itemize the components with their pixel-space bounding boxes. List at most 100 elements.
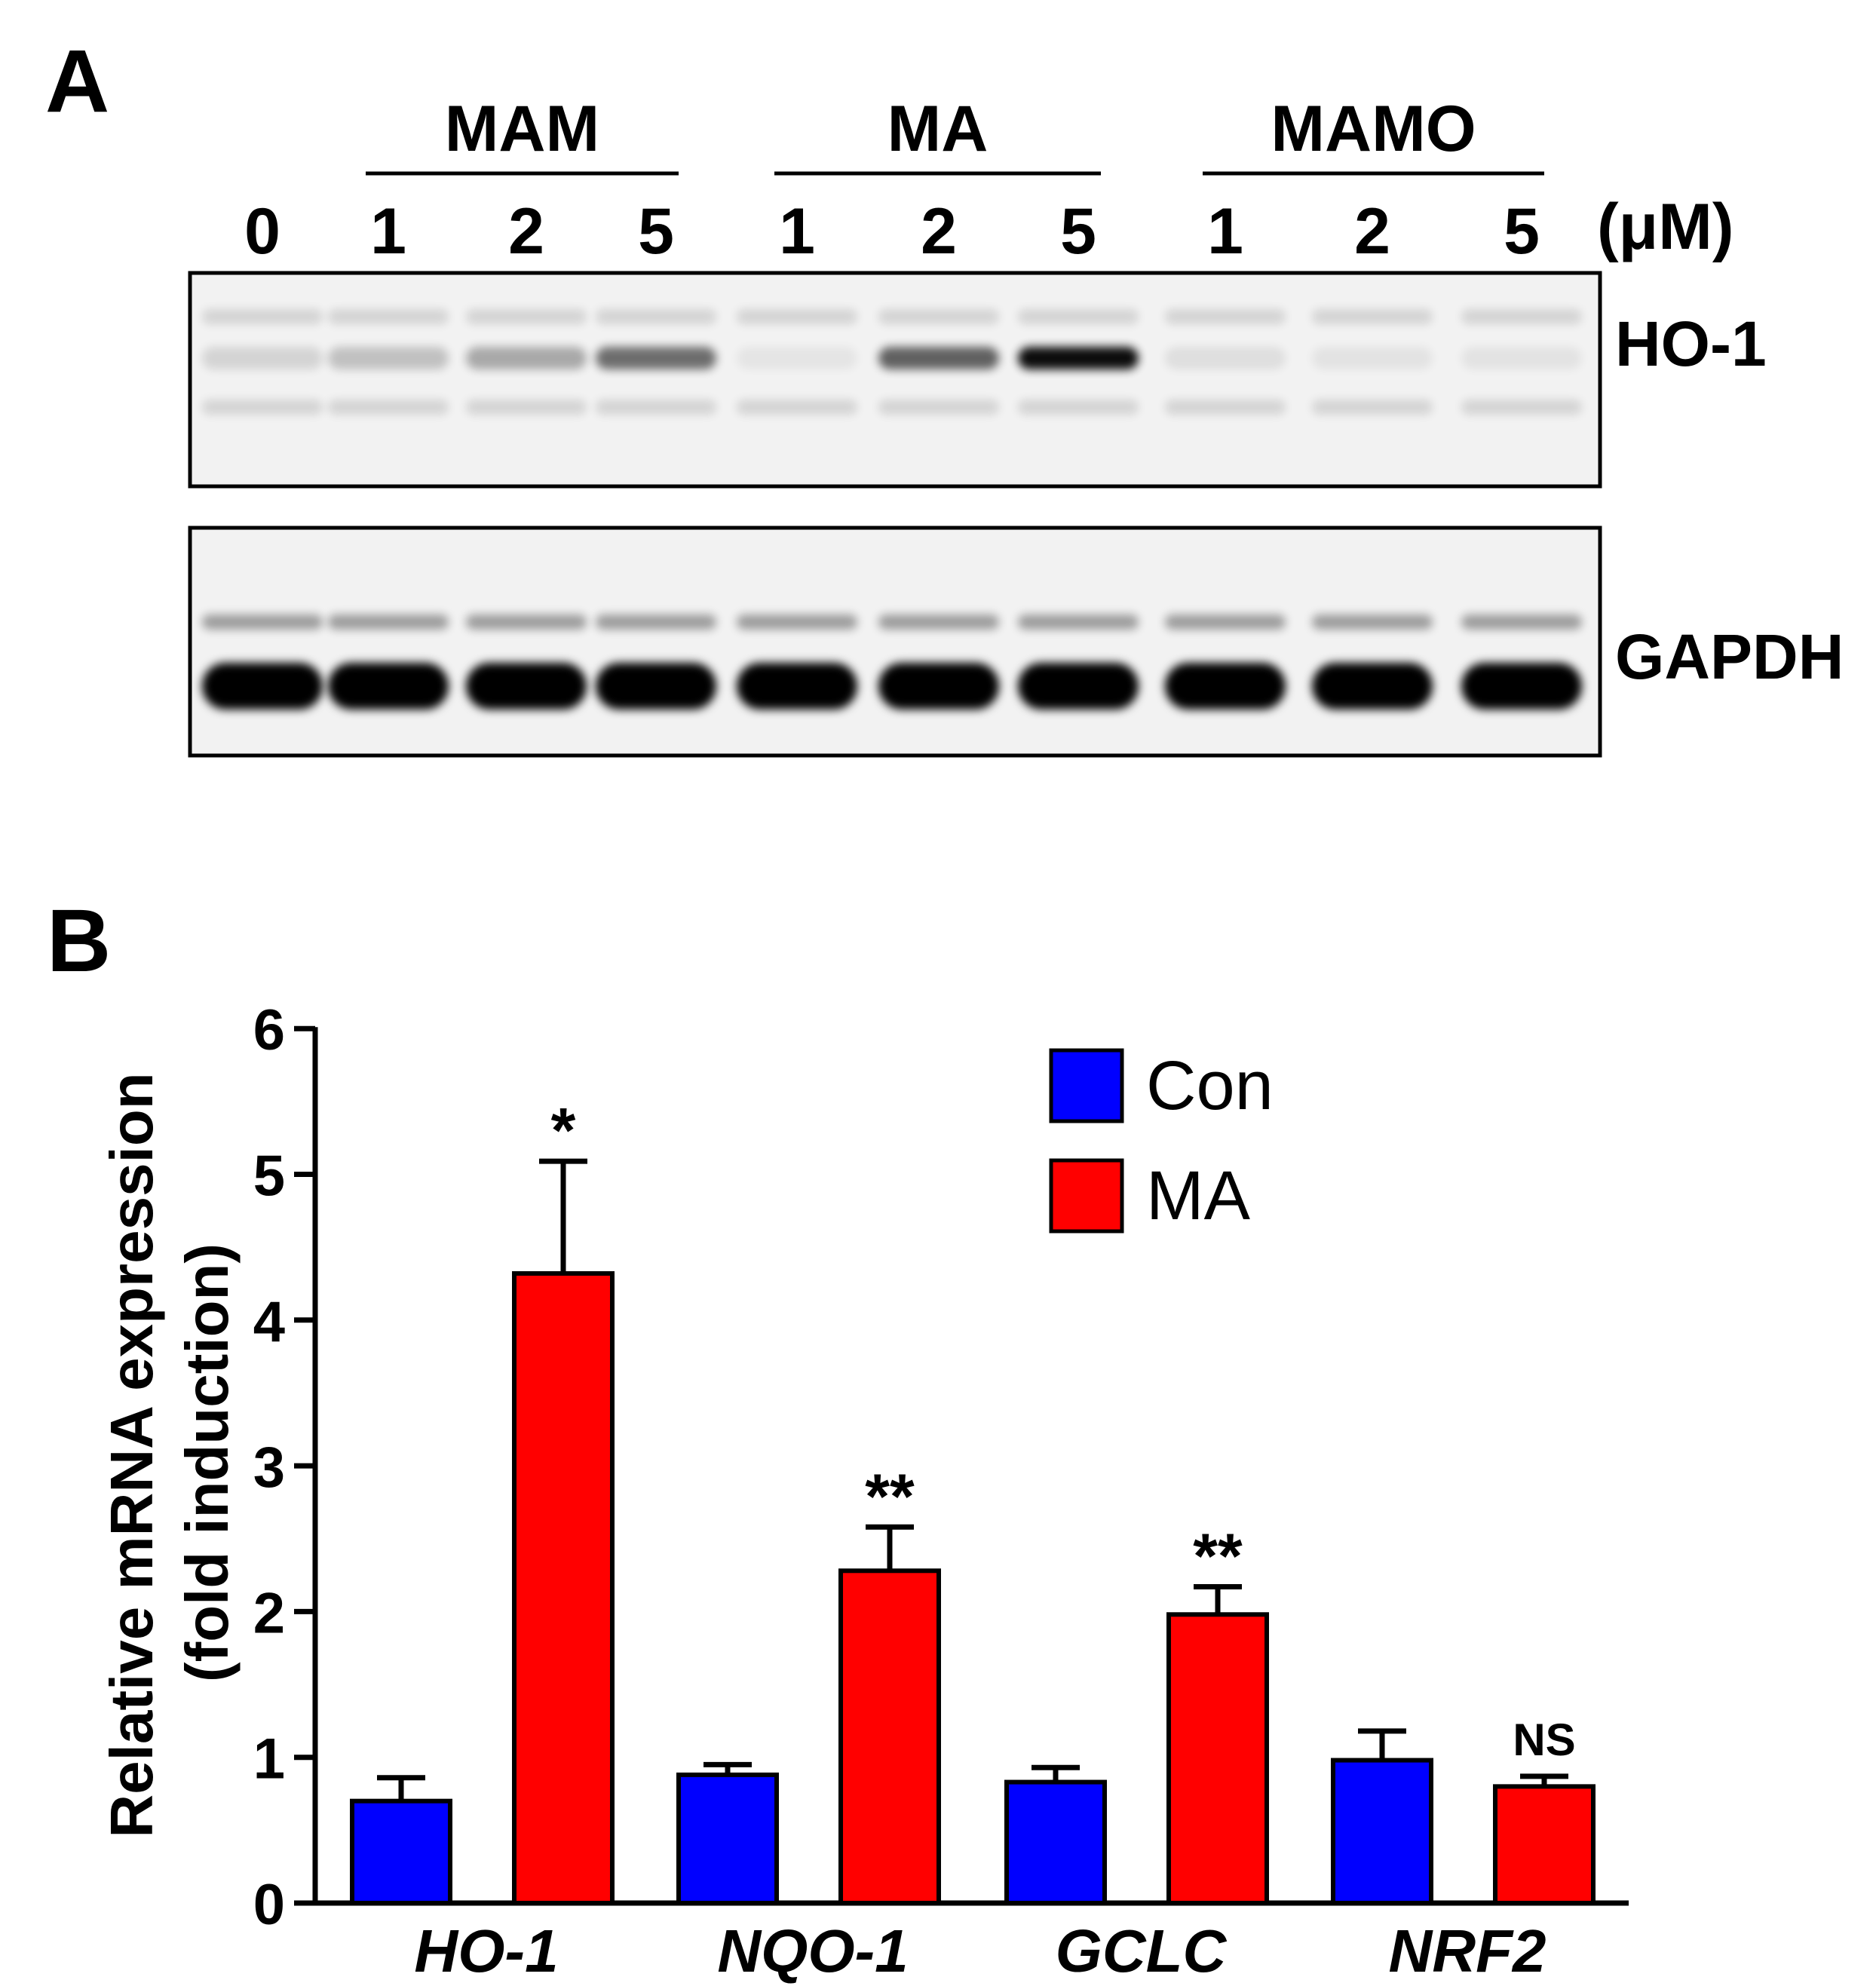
band-ho-1-lane-5 bbox=[737, 347, 857, 369]
group-label-mamo: MAMO bbox=[1271, 93, 1476, 165]
bar-rect bbox=[1166, 1612, 1269, 1906]
band-ho-1-lane-9 bbox=[1312, 347, 1433, 369]
background-band bbox=[737, 309, 857, 324]
background-band bbox=[202, 400, 323, 415]
bar-rect bbox=[1004, 1779, 1107, 1906]
y-axis-title: Relative mRNA expression (fold induction… bbox=[98, 1072, 241, 1837]
blot-frame bbox=[188, 271, 1602, 489]
lane-label-mamo-5: 5 bbox=[1504, 195, 1540, 268]
y-tick-label-3: 3 bbox=[253, 1436, 285, 1500]
legend-label: MA bbox=[1146, 1157, 1251, 1234]
band-ho-1-lane-4 bbox=[596, 347, 716, 369]
legend-item-con: Con bbox=[1049, 1047, 1274, 1124]
background-band bbox=[1018, 614, 1139, 630]
background-band bbox=[1018, 400, 1139, 415]
background-band bbox=[737, 614, 857, 630]
band-gapdh-lane-8 bbox=[1165, 663, 1286, 710]
lane-label-mam-2: 2 bbox=[508, 195, 544, 268]
background-band bbox=[1461, 400, 1582, 415]
bar-rect bbox=[1331, 1758, 1433, 1905]
bar-rect bbox=[676, 1772, 779, 1905]
bar-rect bbox=[350, 1798, 452, 1905]
background-band bbox=[1312, 614, 1433, 630]
y-axis-title-line2: (fold induction) bbox=[173, 1243, 241, 1682]
band-ho-1-lane-7 bbox=[1018, 347, 1139, 369]
blot-label-gapdh: GAPDH bbox=[1615, 621, 1844, 692]
background-band bbox=[878, 400, 999, 415]
band-ho-1-lane-1 bbox=[202, 347, 323, 369]
bar-con-ho-1 bbox=[350, 1775, 452, 1905]
bar-rect bbox=[512, 1270, 615, 1905]
unit-label: (μM) bbox=[1597, 191, 1734, 263]
background-band bbox=[1461, 309, 1582, 324]
lane-label-mamo-1: 1 bbox=[1207, 195, 1243, 268]
group-label-ma: MA bbox=[887, 93, 989, 165]
y-tick-label-0: 0 bbox=[253, 1873, 285, 1937]
y-tick-label-5: 5 bbox=[253, 1145, 285, 1209]
background-band bbox=[466, 400, 587, 415]
bar-ma-nqo-1: ** bbox=[838, 1460, 941, 1905]
bars: *****NS bbox=[350, 1095, 1596, 1906]
band-gapdh-lane-2 bbox=[328, 663, 449, 710]
band-gapdh-lane-5 bbox=[737, 663, 857, 710]
band-ho-1-lane-10 bbox=[1461, 347, 1582, 369]
x-tick-label-nrf2: NRF2 bbox=[1389, 1917, 1546, 1984]
panel-a-western-blot: A MAM MA MAMO 0 1 2 5 1 2 5 1 2 5 (μM) HO-1 GAPDH bbox=[45, 32, 1844, 758]
legend-swatch bbox=[1049, 1158, 1124, 1234]
significance-ho-1: * bbox=[551, 1095, 576, 1166]
background-band bbox=[596, 309, 716, 324]
bar-rect bbox=[1493, 1784, 1596, 1906]
blot-row-ho-1: HO-1 bbox=[188, 271, 1767, 489]
lane-label-ma-2: 2 bbox=[921, 195, 957, 268]
band-gapdh-lane-4 bbox=[596, 663, 716, 710]
background-band bbox=[737, 400, 857, 415]
x-tick-label-nqo-1: NQO-1 bbox=[717, 1917, 908, 1984]
band-gapdh-lane-1 bbox=[202, 663, 323, 710]
panel-b-label: B bbox=[47, 891, 111, 991]
lane-label-mamo-2: 2 bbox=[1354, 195, 1390, 268]
background-band bbox=[1018, 309, 1139, 324]
blot-row-gapdh: GAPDH bbox=[188, 526, 1844, 758]
group-label-mam: MAM bbox=[445, 93, 599, 165]
bar-ma-gclc: ** bbox=[1166, 1521, 1269, 1906]
background-band bbox=[1165, 309, 1286, 324]
background-band bbox=[466, 309, 587, 324]
lane-label-mam-1: 1 bbox=[370, 195, 406, 268]
lane-label-ma-5: 5 bbox=[1060, 195, 1096, 268]
background-band bbox=[202, 614, 323, 630]
band-gapdh-lane-3 bbox=[466, 663, 587, 710]
background-band bbox=[596, 400, 716, 415]
significance-nrf2: NS bbox=[1513, 1715, 1575, 1765]
band-gapdh-lane-6 bbox=[878, 663, 999, 710]
y-tick-label-4: 4 bbox=[253, 1290, 285, 1354]
blot-label-ho-1: HO-1 bbox=[1615, 308, 1767, 379]
significance-nqo-1: ** bbox=[865, 1460, 915, 1531]
lane-label-mam-5: 5 bbox=[638, 195, 674, 268]
group-headers: MAM MA MAMO bbox=[366, 93, 1544, 176]
band-gapdh-lane-9 bbox=[1312, 663, 1433, 710]
x-tick-label-ho-1: HO-1 bbox=[414, 1917, 558, 1984]
background-band bbox=[1461, 614, 1582, 630]
background-band bbox=[328, 614, 449, 630]
background-band bbox=[878, 614, 999, 630]
x-tick-label-gclc: GCLC bbox=[1056, 1917, 1228, 1984]
background-band bbox=[466, 614, 587, 630]
lane-label-control: 0 bbox=[244, 195, 280, 268]
significance-gclc: ** bbox=[1193, 1521, 1243, 1592]
band-ho-1-lane-2 bbox=[328, 347, 449, 369]
y-tick-label-1: 1 bbox=[253, 1727, 285, 1791]
bar-con-gclc bbox=[1004, 1764, 1107, 1906]
bar-ma-nrf2: NS bbox=[1493, 1715, 1596, 1906]
bar-con-nqo-1 bbox=[676, 1761, 779, 1905]
band-ho-1-lane-3 bbox=[466, 347, 587, 369]
background-band bbox=[328, 400, 449, 415]
legend-label: Con bbox=[1146, 1047, 1274, 1124]
legend-item-ma: MA bbox=[1049, 1157, 1251, 1234]
panel-b-bar-chart: B Relative mRNA expression (fold inducti… bbox=[47, 891, 1629, 1984]
band-ho-1-lane-8 bbox=[1165, 347, 1286, 369]
lane-labels: 0 1 2 5 1 2 5 1 2 5 bbox=[244, 195, 1540, 268]
background-band bbox=[1165, 400, 1286, 415]
bar-rect bbox=[838, 1568, 941, 1905]
background-band bbox=[202, 309, 323, 324]
